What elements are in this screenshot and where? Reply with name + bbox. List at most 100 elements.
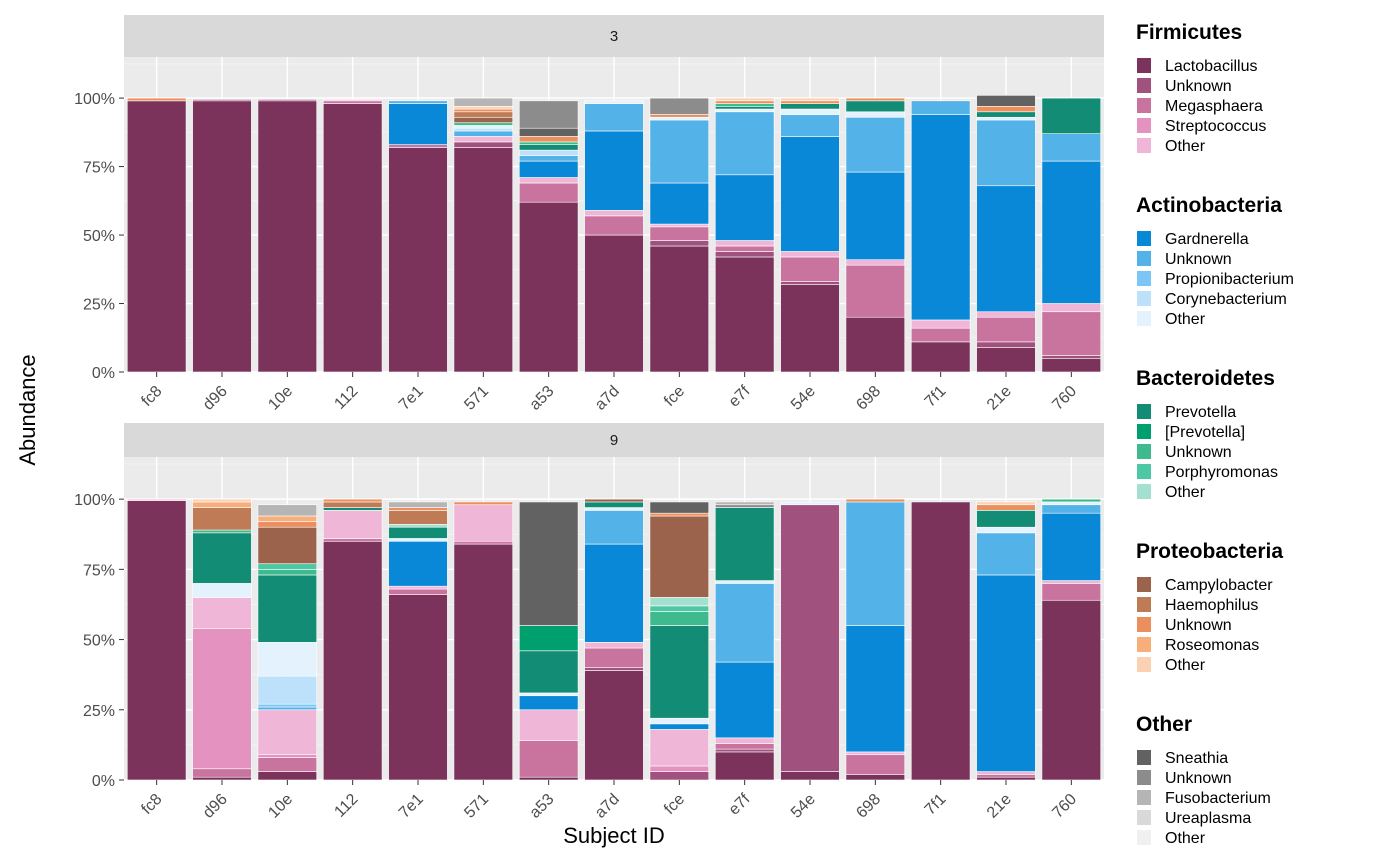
bar-segment — [584, 215, 644, 236]
legend-key — [1137, 770, 1151, 785]
bar-segment — [453, 106, 514, 110]
bar-segment — [1041, 580, 1102, 584]
bar-segment — [976, 341, 1036, 348]
bar-segment — [322, 538, 383, 542]
bar-segment — [714, 504, 775, 508]
bar-segment — [257, 563, 318, 570]
bar-segment — [714, 748, 775, 753]
x-axis-title: Subject ID — [563, 823, 665, 848]
bar-segment — [126, 97, 187, 102]
x-tick-label: 54e — [788, 383, 819, 414]
bar-stack-a53 — [518, 100, 579, 373]
bar-segment — [649, 597, 710, 607]
bar-segment — [257, 99, 318, 102]
bar-segment — [257, 757, 318, 772]
bar-segment — [518, 136, 579, 143]
bar-stack-112 — [322, 99, 383, 373]
bar-segment — [976, 119, 1036, 187]
y-tick-label: 75% — [83, 160, 115, 177]
bar-segment — [453, 108, 514, 113]
bar-segment — [780, 114, 840, 137]
bar-segment — [780, 501, 840, 506]
bar-segment — [126, 500, 187, 781]
bar-segment — [584, 543, 644, 643]
legend-key — [1137, 637, 1151, 652]
legend-label: Unknown — [1165, 770, 1232, 787]
legend-key — [1137, 291, 1151, 306]
bar-segment — [976, 526, 1036, 534]
x-tick-label: 112 — [331, 791, 361, 821]
bar-segment — [192, 532, 252, 584]
legend-key — [1137, 251, 1151, 266]
bar-segment — [649, 97, 710, 115]
bar-segment — [322, 100, 383, 104]
bar-segment — [192, 583, 252, 598]
bar-stack-fc8 — [126, 498, 187, 781]
x-tick-label: 7e1 — [396, 791, 427, 822]
bar-segment — [649, 240, 710, 247]
bar-segment — [714, 751, 775, 781]
bar-segment — [584, 103, 644, 132]
y-tick-label: 25% — [83, 297, 115, 314]
legend-group-title: Bacteroidetes — [1136, 367, 1275, 390]
bar-segment — [518, 160, 579, 178]
bar-segment — [518, 144, 579, 151]
legend-group: Firmicutes Lactobacillus Unknown Megasphaer… — [1136, 21, 1266, 155]
bar-segment — [257, 642, 318, 677]
bar-segment — [1041, 311, 1102, 356]
bar-segment — [388, 147, 448, 373]
bar-segment — [518, 141, 579, 145]
legend-key — [1137, 464, 1151, 479]
bar-segment — [845, 774, 906, 781]
bar-segment — [780, 251, 840, 258]
bar-segment — [453, 543, 514, 781]
legend-label: Roseomonas — [1165, 637, 1259, 654]
bar-segment — [518, 149, 579, 156]
bar-segment — [910, 319, 971, 329]
bar-segment — [845, 751, 906, 756]
bar-segment — [845, 116, 906, 173]
bar-segment — [518, 201, 579, 373]
x-tick-label: 10e — [265, 791, 296, 822]
bar-segment — [845, 264, 906, 318]
bar-segment — [780, 136, 840, 252]
bar-segment — [257, 709, 318, 756]
bar-stack-10e — [257, 504, 318, 781]
bar-segment — [649, 771, 710, 781]
bar-segment — [976, 316, 1036, 343]
legend-key — [1137, 657, 1151, 672]
bar-segment — [845, 97, 906, 102]
bar-segment — [1041, 358, 1102, 373]
bar-segment — [453, 540, 514, 545]
bar-segment — [453, 111, 514, 118]
bar-segment — [322, 501, 383, 508]
bar-segment — [518, 501, 579, 626]
bar-segment — [453, 504, 514, 542]
bar-segment — [714, 174, 775, 241]
bar-segment — [714, 501, 775, 506]
bar-segment — [976, 95, 1036, 107]
bar-segment — [192, 507, 252, 531]
bar-stack-d96 — [192, 99, 252, 373]
legend-label: Porphyromonas — [1165, 464, 1278, 481]
bar-segment — [518, 155, 579, 162]
x-tick-label: 112 — [331, 383, 361, 413]
bar-segment — [192, 529, 252, 534]
bar-segment — [845, 625, 906, 753]
x-tick-label: d96 — [200, 383, 231, 414]
bar-segment — [780, 100, 840, 104]
bar-segment — [192, 99, 252, 102]
bar-segment — [518, 100, 579, 129]
bar-segment — [584, 210, 644, 217]
legend-key — [1137, 58, 1151, 73]
bar-segment — [845, 754, 906, 775]
bar-segment — [714, 583, 775, 663]
bar-segment — [976, 185, 1036, 313]
bar-segment — [584, 642, 644, 649]
bar-segment — [453, 501, 514, 506]
x-tick-label: 7f1 — [922, 383, 950, 411]
bar-segment — [1041, 512, 1102, 581]
bar-segment — [780, 281, 840, 285]
bar-stack-112 — [322, 498, 383, 781]
bar-segment — [257, 574, 318, 643]
